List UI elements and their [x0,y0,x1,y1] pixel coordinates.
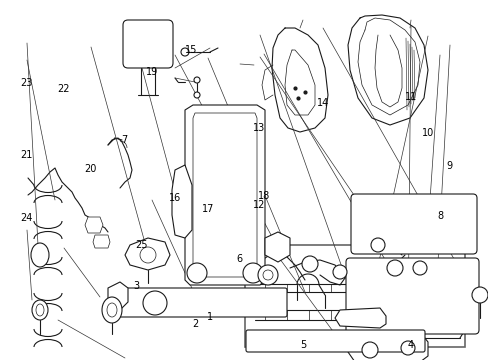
Polygon shape [334,308,385,328]
Ellipse shape [107,303,117,317]
Text: 8: 8 [436,211,442,221]
Circle shape [332,265,346,279]
Circle shape [386,260,402,276]
Circle shape [400,341,414,355]
Polygon shape [193,113,257,277]
Text: 5: 5 [300,340,305,350]
Text: 1: 1 [207,312,213,322]
Polygon shape [85,217,103,233]
Text: 3: 3 [133,281,139,291]
Polygon shape [93,235,110,248]
Text: 6: 6 [236,254,242,264]
Text: 13: 13 [252,123,265,133]
Circle shape [142,291,167,315]
Polygon shape [264,232,289,262]
Bar [229,296,260,308]
Text: 11: 11 [404,92,416,102]
FancyBboxPatch shape [346,258,478,334]
Circle shape [186,263,206,283]
Circle shape [412,261,426,275]
Text: 22: 22 [57,84,70,94]
Text: 9: 9 [446,161,452,171]
Text: 24: 24 [20,213,33,223]
Circle shape [258,265,278,285]
Text: 17: 17 [201,204,214,214]
Ellipse shape [102,297,122,323]
Circle shape [263,270,272,280]
Text: 12: 12 [252,200,265,210]
Text: 19: 19 [145,67,158,77]
Text: 2: 2 [192,319,198,329]
Circle shape [361,342,377,358]
Polygon shape [108,282,128,310]
Circle shape [302,256,317,272]
FancyBboxPatch shape [113,288,286,317]
Bar [244,245,464,347]
Text: 10: 10 [421,128,433,138]
Text: 23: 23 [20,78,33,88]
Ellipse shape [32,300,48,320]
Text: 4: 4 [407,340,413,350]
Text: 20: 20 [84,164,97,174]
Polygon shape [184,105,264,285]
FancyBboxPatch shape [350,194,476,254]
Circle shape [471,287,487,303]
Polygon shape [125,238,170,270]
Text: 21: 21 [20,150,33,160]
Circle shape [140,247,156,263]
Ellipse shape [31,243,49,267]
Polygon shape [347,332,427,360]
Text: 16: 16 [168,193,181,203]
Polygon shape [172,165,192,238]
FancyBboxPatch shape [123,20,173,68]
Circle shape [194,77,200,83]
Text: 18: 18 [257,191,270,201]
Text: 14: 14 [316,98,328,108]
Circle shape [243,263,263,283]
Text: 7: 7 [122,135,127,145]
Text: 15: 15 [184,45,197,55]
Text: 25: 25 [135,240,148,250]
Circle shape [370,238,384,252]
Ellipse shape [36,304,44,316]
Circle shape [194,92,200,98]
Circle shape [181,48,189,56]
FancyBboxPatch shape [245,330,424,352]
